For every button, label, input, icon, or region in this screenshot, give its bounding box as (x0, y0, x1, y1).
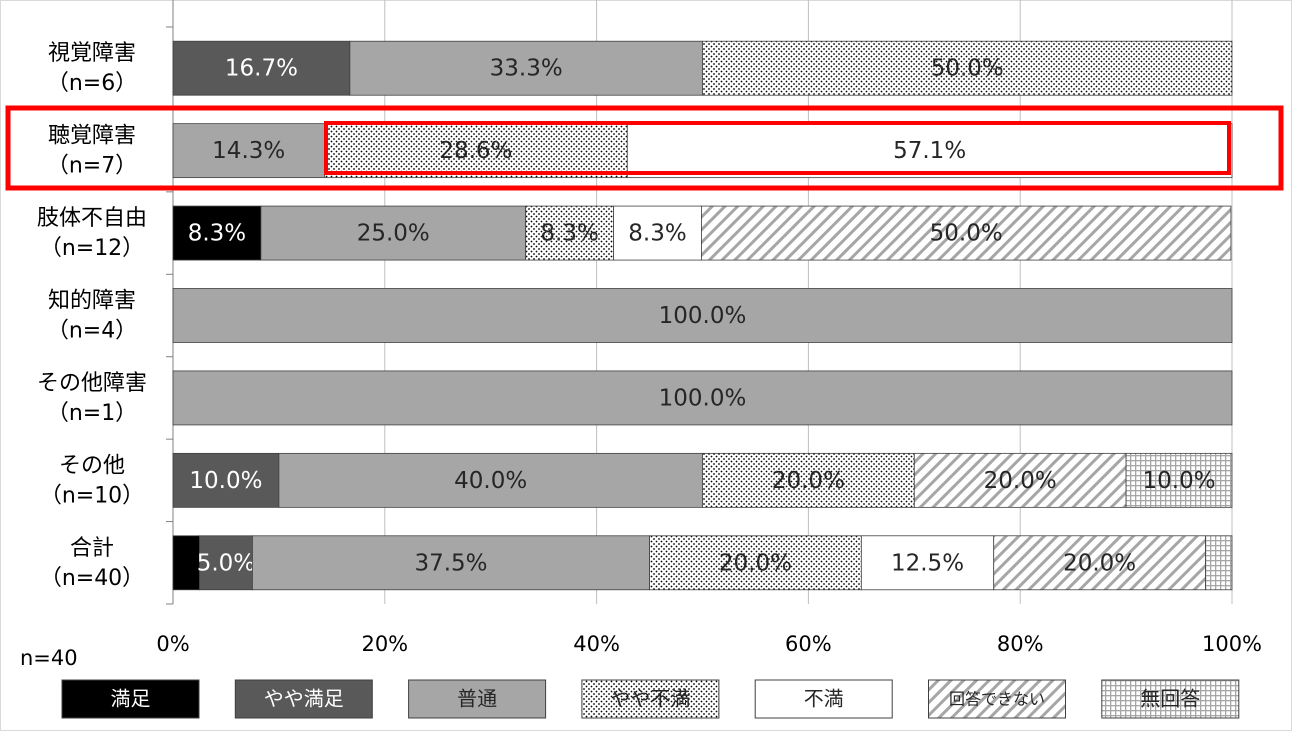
bar-segment (702, 40, 1233, 96)
value-label: 5.0% (197, 550, 255, 576)
legend-label: 満足 (111, 687, 151, 711)
value-label: 28.6% (439, 138, 512, 164)
value-label: 20.0% (984, 468, 1057, 494)
bar-segment (260, 205, 527, 261)
bar-segment (172, 535, 200, 591)
bar-segment (649, 535, 862, 591)
bar-segment (349, 40, 703, 96)
category-label: 合計 (70, 536, 114, 561)
value-label: 37.5% (414, 550, 487, 576)
x-tick-label: 80% (997, 632, 1044, 656)
highlight-box (5, 105, 1284, 191)
category-label: 聴覚障害 (48, 124, 136, 149)
value-label: 16.7% (225, 56, 298, 82)
bar-segment (172, 370, 1233, 426)
legend-label: 無回答 (1140, 687, 1200, 711)
legend-swatch (234, 679, 373, 719)
bar-segment (860, 535, 995, 591)
legend-label: 不満 (804, 687, 844, 711)
bar-segment (613, 205, 702, 261)
bar-segment (172, 288, 1233, 343)
value-label: 12.5% (891, 550, 964, 576)
value-label: 33.3% (490, 56, 563, 82)
category-label: 肢体不自由 (37, 206, 147, 231)
legend-swatch (581, 679, 720, 719)
value-label: 20.0% (772, 468, 845, 494)
x-tick-label: 20% (361, 632, 408, 656)
legend-swatch (928, 679, 1066, 719)
note: n=40 (20, 646, 78, 670)
bar-segment (252, 535, 650, 591)
category-label: 知的障害 (48, 289, 136, 314)
category-label: （n=4） (47, 319, 137, 344)
category-label: （n=7） (47, 154, 137, 179)
bar-segment (993, 535, 1206, 591)
category-label: （n=12） (40, 236, 144, 261)
bar-segment (199, 535, 253, 591)
legend-swatch (754, 679, 893, 719)
x-tick-label: 40% (573, 632, 620, 656)
legend-label: 普通 (457, 687, 497, 711)
value-label: 20.0% (719, 550, 792, 576)
value-label: 8.3% (628, 221, 686, 247)
value-label: 57.1% (893, 138, 966, 164)
category-label: その他障害 (37, 371, 147, 396)
bar-segment (172, 40, 351, 96)
category-label: 視覚障害 (48, 41, 136, 66)
bar-segment (172, 123, 325, 179)
value-label: 10.0% (189, 468, 262, 494)
bar-segment (278, 452, 703, 508)
legend-swatch (1101, 679, 1240, 719)
value-label: 20.0% (1063, 550, 1136, 576)
value-label: 50.0% (931, 56, 1004, 82)
bar-segment (1205, 535, 1233, 591)
legend-label: 回答できない (949, 690, 1045, 709)
legend-label: やや不満 (610, 687, 690, 711)
bar-segment (701, 205, 1232, 261)
bar-segment (702, 452, 915, 508)
category-label: （n=1） (47, 401, 137, 426)
category-label: その他 (59, 453, 125, 478)
bar-segment (1125, 452, 1233, 508)
bar-segment (525, 205, 614, 261)
value-label: 100.0% (659, 303, 747, 329)
value-label: 8.3% (188, 221, 246, 247)
value-label: 10.0% (1143, 468, 1216, 494)
legend-swatch (408, 679, 547, 719)
category-label: （n=10） (40, 483, 144, 508)
legend-label: やや満足 (264, 687, 344, 711)
bar-segment (626, 123, 1233, 179)
x-tick-label: 100% (1202, 632, 1262, 656)
value-label: 100.0% (659, 385, 747, 411)
bar-segment (172, 452, 280, 508)
category-label: （n=40） (40, 566, 144, 591)
value-label: 8.3% (540, 221, 598, 247)
value-label: 14.3% (212, 138, 285, 164)
bar-segment (324, 123, 628, 179)
value-label: 50.0% (930, 221, 1003, 247)
value-label: 25.0% (357, 221, 430, 247)
x-tick-label: 60% (785, 632, 832, 656)
highlight-box (324, 121, 1231, 175)
x-tick-label: 0% (156, 632, 189, 656)
category-label: （n=6） (47, 71, 137, 96)
legend-swatch (61, 679, 200, 719)
value-label: 40.0% (454, 468, 527, 494)
bar-segment (913, 452, 1127, 508)
